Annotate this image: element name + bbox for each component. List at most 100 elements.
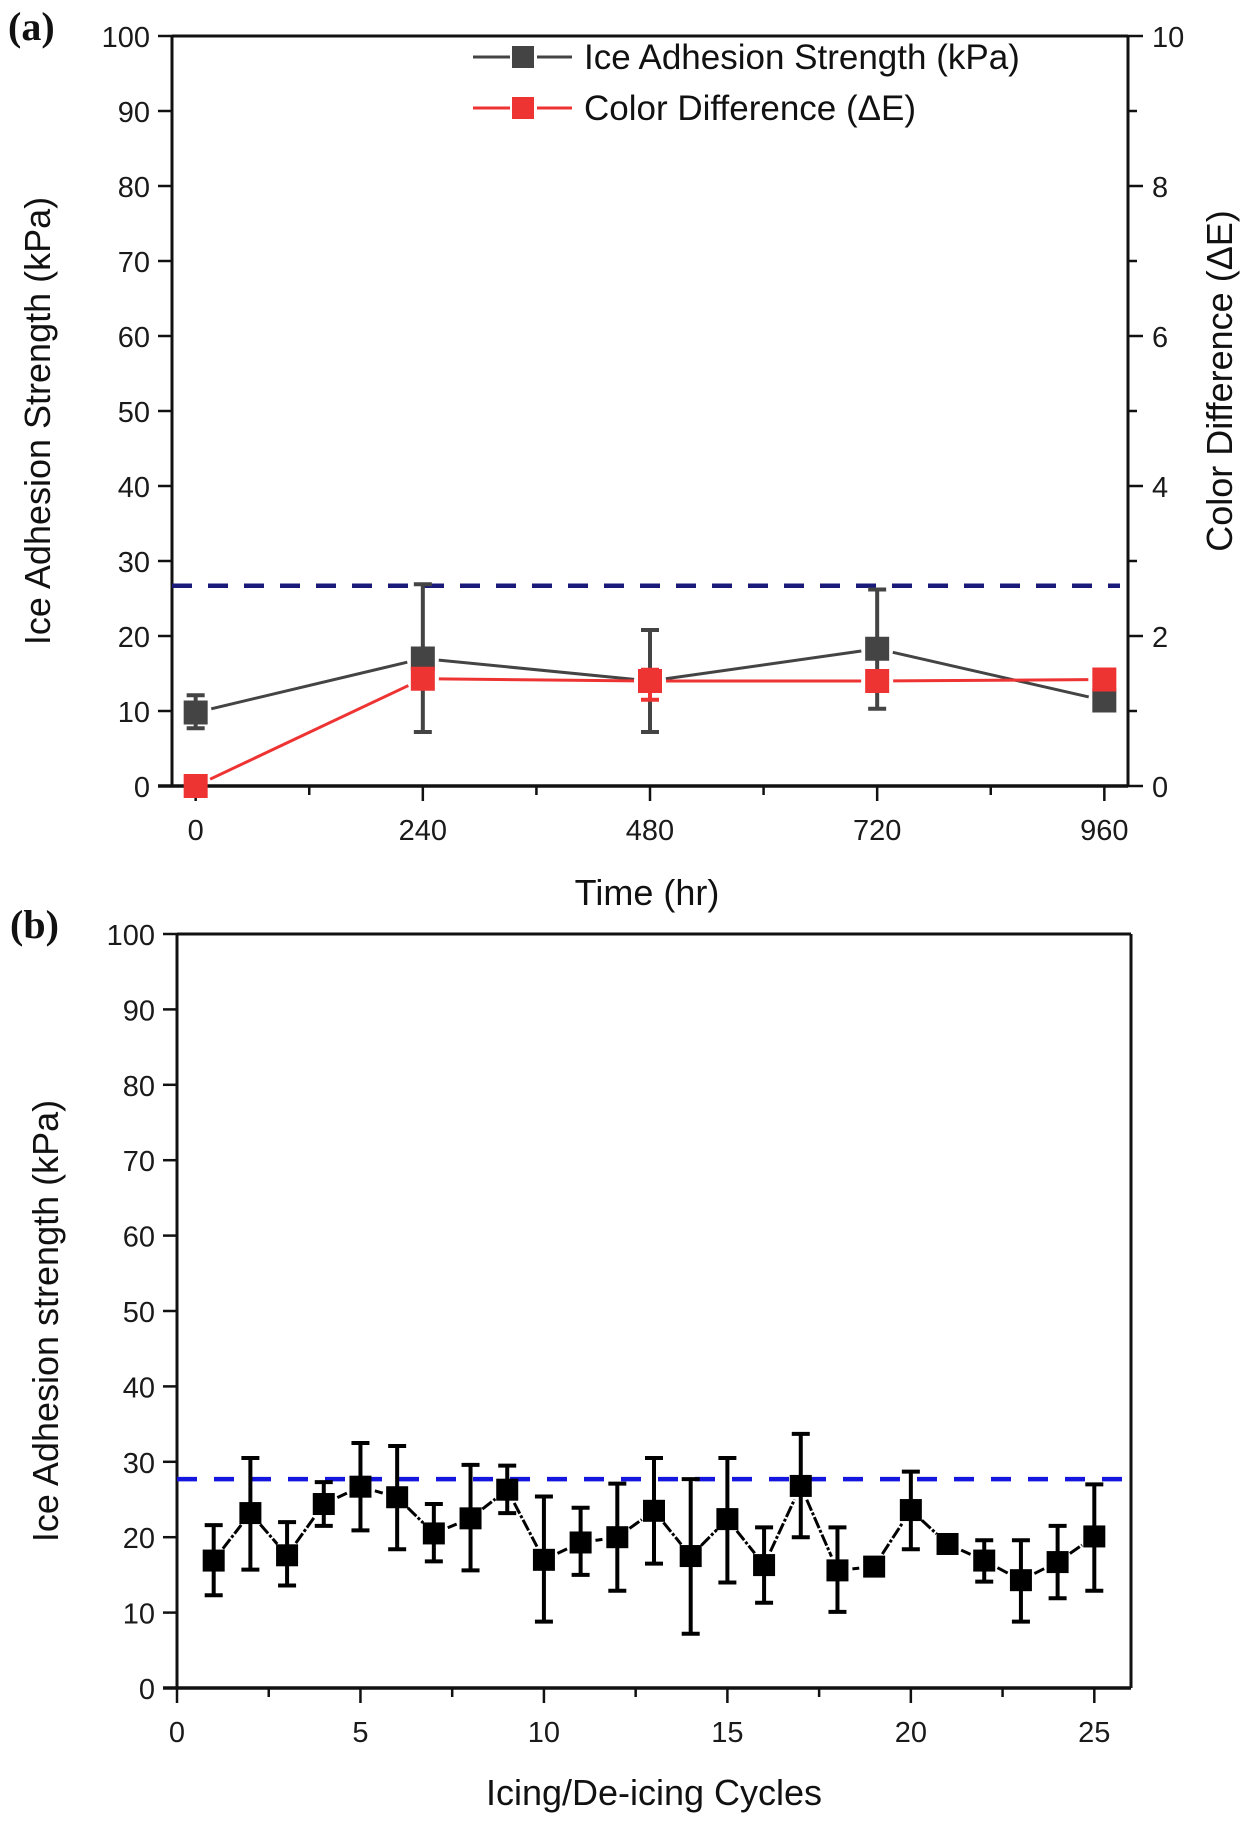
series-line-segment <box>893 678 1089 683</box>
y2-tick-label: 2 <box>1152 622 1168 654</box>
y-tick-label: 50 <box>118 397 150 429</box>
data-point-marker <box>753 1554 776 1577</box>
y2-tick-label: 8 <box>1152 172 1168 204</box>
series-ice-adhesion <box>202 1431 1106 1636</box>
data-point-marker <box>973 1549 996 1572</box>
y-tick-label: 30 <box>118 547 150 579</box>
data-point-marker <box>1009 1569 1032 1592</box>
y-tick-label: 50 <box>123 1297 155 1329</box>
series-line-segment <box>221 1524 243 1550</box>
y-tick-label: 10 <box>123 1599 155 1631</box>
series-line-segment <box>374 1489 384 1495</box>
data-point-marker <box>643 1499 665 1522</box>
y-tick-label: 20 <box>123 1523 155 1555</box>
series-line-segment <box>438 677 635 683</box>
series-line-segment <box>595 1537 603 1542</box>
x-tick-label: 960 <box>1080 815 1128 847</box>
chart-panel-a: 0 10 20 30 40 50 60 70 80 90 100 0 240 480 720 960 0 2 4 6 8… <box>8 4 1240 913</box>
x-tick-label: 480 <box>626 815 674 847</box>
x-tick-label: 15 <box>711 1717 743 1749</box>
y-tick-label: 0 <box>139 1674 155 1706</box>
x-tick-label: 720 <box>853 815 901 847</box>
series-line-segment <box>481 1497 497 1511</box>
data-point-marker <box>183 774 208 798</box>
series-ice-adhesion <box>183 582 1117 734</box>
series-line-segment <box>996 1566 1009 1575</box>
series-line-segment <box>438 658 635 681</box>
y-tick-label: 10 <box>118 697 150 729</box>
y-axis-title: Ice Adhesion strength (kPa) <box>25 1100 66 1542</box>
data-point-marker <box>349 1475 372 1498</box>
series-line-segment <box>1069 1543 1083 1555</box>
legend: Ice Adhesion Strength (kPa) Color Differe… <box>473 38 1020 128</box>
series-line-segment <box>960 1548 972 1556</box>
data-point-marker <box>716 1508 739 1531</box>
series-line-segment <box>665 649 862 681</box>
x-tick-label: 240 <box>399 815 447 847</box>
x-tick-label: 25 <box>1078 1717 1110 1749</box>
y-tick-label: 70 <box>123 1146 155 1178</box>
series-line-segment <box>892 650 1090 699</box>
y-tick-label: 90 <box>118 97 150 129</box>
x-tick-label: 0 <box>169 1717 185 1749</box>
y2-tick-label: 6 <box>1152 322 1168 354</box>
series-line-segment <box>210 660 408 711</box>
data-point-marker <box>865 636 890 661</box>
chart-panel-b: 0 10 20 30 40 50 60 70 80 90 100 0 5 10 15 20 25 Ice Adhe… <box>10 902 1133 1813</box>
data-point-marker <box>1046 1551 1069 1574</box>
legend-marker <box>512 46 534 68</box>
x-tick-label: 0 <box>188 815 204 847</box>
y-tick-label: 40 <box>118 472 150 504</box>
data-point-marker <box>386 1486 409 1509</box>
data-point-marker <box>1092 688 1117 713</box>
series-line-segment <box>512 1502 539 1548</box>
series-line-segment <box>805 1499 833 1558</box>
y-tick-label: 0 <box>134 772 150 804</box>
legend-entry: Color Difference (ΔE) <box>584 89 916 128</box>
series-line-segment <box>294 1515 317 1544</box>
y-tick-label: 60 <box>118 322 150 354</box>
y2-axis-title: Color Difference (ΔE) <box>1199 210 1240 552</box>
series-line-segment <box>852 1566 860 1571</box>
data-point-marker <box>863 1555 886 1578</box>
series-line-segment <box>259 1523 279 1545</box>
y-tick-label: 90 <box>123 995 155 1027</box>
data-point-marker <box>606 1526 629 1549</box>
data-point-marker <box>202 1549 225 1572</box>
series-line-segment <box>700 1528 718 1547</box>
series-line-segment <box>209 684 410 781</box>
data-point-marker <box>1083 1525 1106 1548</box>
y2-tick-label: 0 <box>1152 772 1168 804</box>
y-tick-label: 100 <box>102 22 150 54</box>
series-line-segment <box>769 1498 796 1553</box>
data-point-marker <box>826 1559 849 1582</box>
data-point-marker <box>569 1531 592 1554</box>
y-tick-label: 70 <box>118 247 150 279</box>
series-color-difference <box>183 666 1117 798</box>
series-line-segment <box>1033 1567 1045 1575</box>
data-point-marker <box>239 1502 262 1525</box>
data-point-marker <box>638 669 662 693</box>
data-point-marker <box>679 1545 702 1568</box>
data-point-marker <box>532 1548 555 1571</box>
x-axis-title: Time (hr) <box>575 872 720 913</box>
data-point-marker <box>312 1493 335 1516</box>
y-tick-label: 80 <box>118 172 150 204</box>
data-point-marker <box>410 666 435 691</box>
series-line-segment <box>406 1506 425 1524</box>
x-tick-label: 20 <box>895 1717 927 1749</box>
series-line-segment <box>447 1522 458 1530</box>
y2-tick-label: 4 <box>1152 472 1168 504</box>
y-axis-title: Ice Adhesion Strength (kPa) <box>17 197 58 645</box>
series-line-segment <box>920 1519 938 1535</box>
series-line-segment <box>336 1491 348 1499</box>
y-tick-label: 20 <box>118 622 150 654</box>
x-tick-label: 5 <box>352 1717 368 1749</box>
data-point-marker <box>789 1474 812 1497</box>
series-line-segment <box>628 1518 643 1530</box>
y-tick-label: 60 <box>123 1222 155 1254</box>
legend-marker <box>512 97 534 119</box>
data-point-marker <box>936 1532 959 1555</box>
series-line-segment <box>662 1521 683 1546</box>
